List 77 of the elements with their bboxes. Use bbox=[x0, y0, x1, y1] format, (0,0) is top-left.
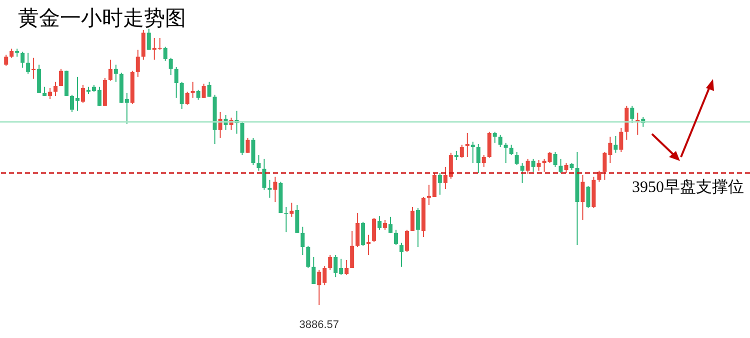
candlestick bbox=[251, 137, 256, 166]
candlestick bbox=[268, 179, 272, 198]
candlestick bbox=[372, 218, 376, 243]
candlestick bbox=[4, 54, 8, 66]
candlestick bbox=[344, 259, 349, 276]
candlestick bbox=[366, 234, 371, 256]
candlestick bbox=[399, 242, 404, 268]
candlestick bbox=[416, 208, 420, 248]
candlestick bbox=[619, 127, 624, 153]
candlestick bbox=[273, 176, 278, 202]
candlestick bbox=[256, 154, 261, 172]
candlestick bbox=[597, 170, 602, 182]
candlestick bbox=[498, 134, 502, 148]
candlestick bbox=[558, 158, 563, 174]
candlestick bbox=[306, 245, 310, 268]
candlestick bbox=[262, 158, 266, 190]
candlestick bbox=[202, 83, 206, 98]
candlestick bbox=[586, 185, 590, 209]
candlestick bbox=[185, 91, 190, 106]
candlestick bbox=[180, 81, 184, 110]
candlestick bbox=[580, 174, 585, 220]
candlestick bbox=[356, 212, 360, 248]
candlestick bbox=[300, 226, 305, 256]
candlestick bbox=[163, 46, 168, 62]
candlestick bbox=[284, 206, 288, 233]
candlestick bbox=[531, 158, 536, 172]
candlestick bbox=[509, 144, 514, 156]
candlestick bbox=[460, 144, 464, 158]
candlestick bbox=[168, 57, 173, 76]
candlestick bbox=[350, 230, 354, 268]
candlestick bbox=[492, 131, 497, 144]
candlestick bbox=[26, 52, 30, 74]
text: 3886.57 bbox=[299, 318, 340, 331]
candlestick bbox=[520, 162, 524, 184]
candlestick bbox=[383, 219, 388, 230]
candlestick bbox=[553, 152, 558, 168]
candlestick bbox=[482, 154, 486, 168]
candlestick bbox=[246, 137, 250, 154]
chart-title: 黄金一小时走势图 bbox=[18, 6, 186, 30]
candlestick bbox=[470, 141, 475, 164]
candlestick bbox=[54, 81, 58, 96]
candlestick bbox=[388, 216, 393, 234]
candlestick bbox=[136, 49, 140, 78]
candlestick bbox=[190, 81, 195, 98]
candlestick bbox=[207, 81, 212, 98]
candlestick bbox=[174, 66, 178, 98]
candlestick bbox=[361, 221, 366, 246]
candlestick bbox=[80, 84, 85, 104]
candlestick bbox=[196, 89, 200, 100]
candlestick bbox=[48, 87, 52, 100]
candlestick bbox=[514, 152, 519, 166]
candlestick bbox=[394, 229, 398, 246]
candlestick bbox=[295, 204, 300, 234]
candlestick bbox=[20, 51, 25, 68]
candlestick bbox=[536, 160, 541, 172]
candlestick bbox=[454, 150, 458, 161]
candlestick bbox=[146, 28, 151, 50]
ref-line-label: 3950早盘支撑位 bbox=[632, 178, 744, 196]
candlestick bbox=[504, 142, 508, 164]
candlestick bbox=[42, 86, 47, 96]
candlestick bbox=[108, 59, 112, 82]
candlestick bbox=[630, 105, 634, 124]
candlestick bbox=[328, 254, 332, 270]
candlestick bbox=[10, 48, 14, 58]
candlestick bbox=[438, 172, 442, 196]
candlestick bbox=[290, 202, 294, 218]
candlestick bbox=[410, 206, 414, 232]
candlestick bbox=[312, 256, 316, 284]
candlestick bbox=[378, 216, 382, 230]
candlestick bbox=[59, 68, 64, 87]
candlestick bbox=[476, 144, 480, 174]
candlestick bbox=[465, 132, 470, 158]
candlestick bbox=[526, 158, 530, 174]
candlestick bbox=[404, 229, 409, 252]
candlestick bbox=[564, 162, 568, 174]
candlestick bbox=[614, 136, 618, 154]
candlestick bbox=[114, 64, 118, 82]
